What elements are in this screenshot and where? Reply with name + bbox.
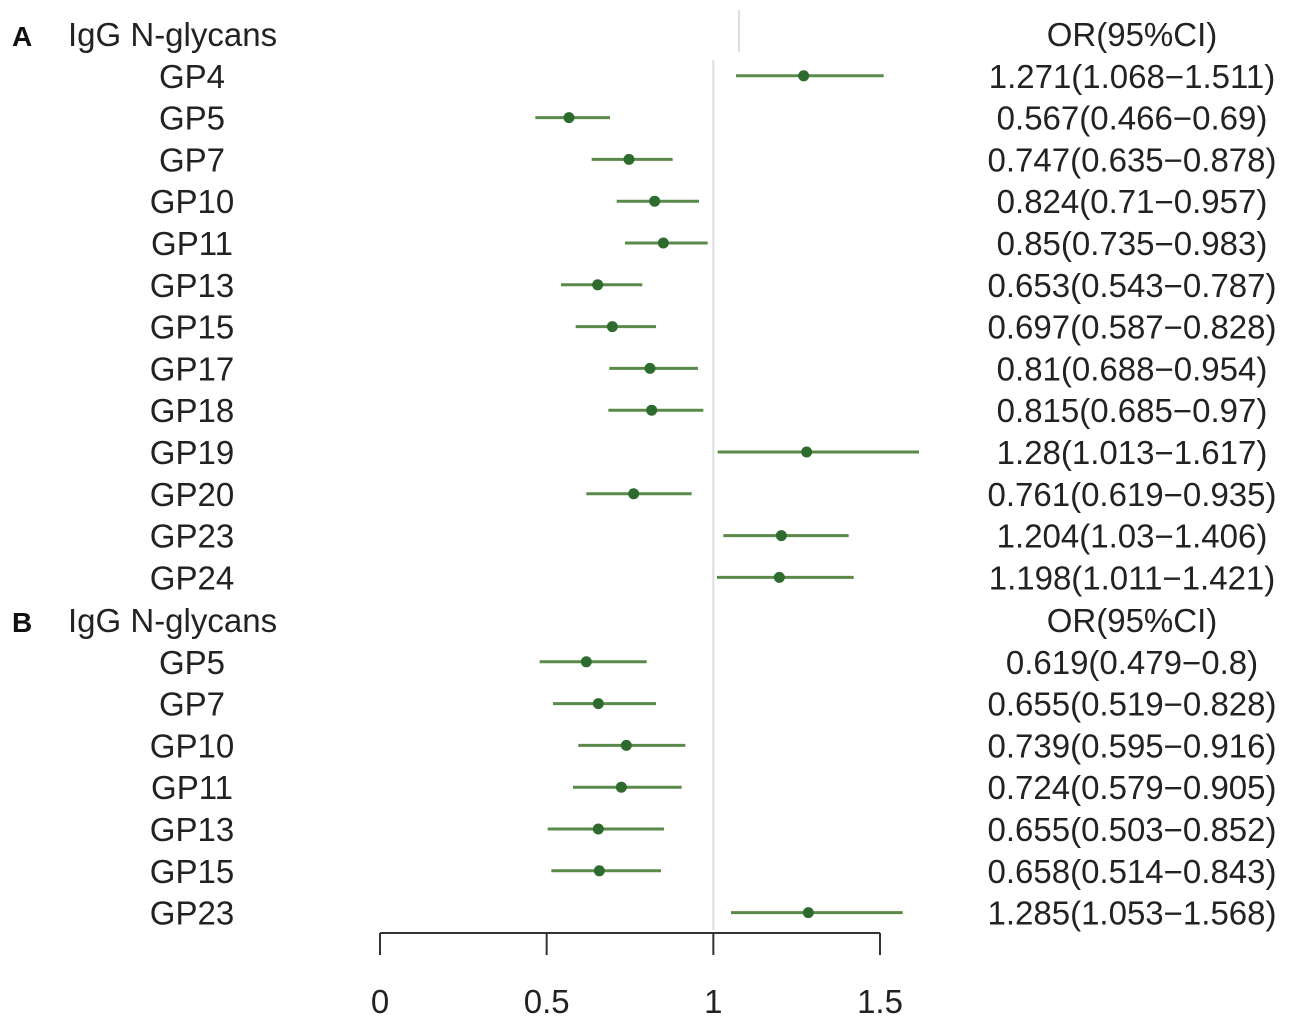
forest-row: GP20 0.761(0.619−0.935): [150, 476, 1277, 513]
or-value-text: 1.285(1.053−1.568): [988, 895, 1277, 932]
row-label: GP20: [150, 476, 234, 513]
row-label: GP7: [159, 686, 225, 723]
or-value-text: 0.619(0.479−0.8): [1006, 644, 1258, 681]
or-value-text: 0.697(0.587−0.828): [988, 309, 1277, 346]
row-label: GP13: [150, 811, 234, 848]
row-label: GP5: [159, 644, 225, 681]
forest-row: GP10 0.739(0.595−0.916): [150, 727, 1277, 764]
panel-letter-b: B: [12, 607, 32, 638]
forest-row: GP5 0.567(0.466−0.69): [159, 100, 1267, 137]
row-label: GP10: [150, 183, 234, 220]
or-value-text: 0.747(0.635−0.878): [988, 141, 1277, 178]
row-label: GP19: [150, 434, 234, 471]
forest-row: GP7 0.747(0.635−0.878): [159, 141, 1277, 178]
or-point: [646, 404, 658, 416]
x-axis: 0 0.5 1 1.5: [371, 932, 903, 1020]
row-label: GP7: [159, 141, 225, 178]
forest-row: GP18 0.815(0.685−0.97): [150, 392, 1268, 429]
forest-row: GP5 0.619(0.479−0.8): [159, 644, 1258, 681]
or-value-text: 0.85(0.735−0.983): [997, 225, 1268, 262]
or-value-text: 0.739(0.595−0.916): [988, 727, 1277, 764]
or-point: [615, 781, 627, 793]
or-point: [620, 739, 632, 751]
or-point: [801, 446, 813, 458]
or-point: [628, 488, 640, 500]
row-label: GP15: [150, 853, 234, 890]
row-label: GP5: [159, 100, 225, 137]
forest-row: GP23 1.285(1.053−1.568): [150, 895, 1277, 932]
row-label: GP11: [151, 769, 233, 806]
row-label: GP24: [150, 559, 234, 596]
or-point: [798, 70, 810, 82]
or-point: [644, 362, 656, 374]
or-value-text: 0.658(0.514−0.843): [988, 853, 1277, 890]
row-label: GP18: [150, 392, 234, 429]
or-column-header: OR(95%CI): [1047, 16, 1218, 53]
forest-row: GP23 1.204(1.03−1.406): [150, 518, 1268, 555]
row-label: GP23: [150, 895, 234, 932]
or-point: [563, 112, 575, 124]
or-point: [606, 321, 618, 333]
label-column-header: IgG N-glycans: [68, 602, 277, 639]
forest-row: GP10 0.824(0.71−0.957): [150, 183, 1268, 220]
or-value-text: 1.28(1.013−1.617): [997, 434, 1268, 471]
forest-row: GP17 0.81(0.688−0.954): [150, 350, 1268, 387]
forest-row: GP4 1.271(1.068−1.511): [159, 58, 1275, 95]
or-value-text: 1.271(1.068−1.511): [989, 58, 1276, 95]
forest-row: GP19 1.28(1.013−1.617): [150, 434, 1268, 471]
panel-letter-a: A: [12, 21, 32, 52]
forest-row: GP11 0.85(0.735−0.983): [151, 225, 1267, 262]
row-label: GP15: [150, 309, 234, 346]
or-point: [649, 195, 661, 207]
or-point: [592, 823, 604, 835]
or-point: [657, 237, 669, 249]
forest-row: GP24 1.198(1.011−1.421): [150, 559, 1275, 596]
or-value-text: 1.204(1.03−1.406): [997, 518, 1268, 555]
row-label: GP4: [159, 58, 225, 95]
x-tick-label: 0.5: [524, 983, 570, 1020]
or-column-header: OR(95%CI): [1047, 602, 1218, 639]
or-value-text: 0.815(0.685−0.97): [997, 392, 1268, 429]
or-point: [773, 571, 785, 583]
forest-row: GP15 0.697(0.587−0.828): [150, 309, 1277, 346]
forest-row: GP11 0.724(0.579−0.905): [151, 769, 1276, 806]
or-value-text: 0.653(0.543−0.787): [988, 267, 1277, 304]
row-label: GP13: [150, 267, 234, 304]
forest-row: GP13 0.653(0.543−0.787): [150, 267, 1277, 304]
or-point: [775, 530, 787, 542]
or-point: [592, 698, 604, 710]
forest-row: GP15 0.658(0.514−0.843): [150, 853, 1277, 890]
row-label: GP17: [150, 350, 234, 387]
row-label: GP10: [150, 727, 234, 764]
x-tick-label: 0: [371, 983, 389, 1020]
or-value-text: 0.655(0.503−0.852): [988, 811, 1277, 848]
x-tick-label: 1: [704, 983, 722, 1020]
or-point: [592, 279, 604, 291]
or-value-text: 0.81(0.688−0.954): [997, 350, 1268, 387]
or-value-text: 0.724(0.579−0.905): [988, 769, 1277, 806]
x-tick-label: 1.5: [857, 983, 903, 1020]
or-point: [580, 656, 592, 668]
or-point: [593, 865, 605, 877]
row-label: GP23: [150, 518, 234, 555]
forest-row: GP7 0.655(0.519−0.828): [159, 686, 1277, 723]
row-label: GP11: [151, 225, 233, 262]
or-value-text: 0.824(0.71−0.957): [997, 183, 1268, 220]
or-value-text: 0.567(0.466−0.69): [997, 100, 1268, 137]
forest-row: GP13 0.655(0.503−0.852): [150, 811, 1277, 848]
panel-b: B IgG N-glycans OR(95%CI) GP5 0.619(0.479−0.…: [12, 602, 1277, 932]
or-value-text: 0.761(0.619−0.935): [988, 476, 1277, 513]
or-value-text: 1.198(1.011−1.421): [989, 559, 1276, 596]
or-value-text: 0.655(0.519−0.828): [988, 686, 1277, 723]
or-point: [623, 153, 635, 165]
panel-a: A IgG N-glycans OR(95%CI) GP4 1.271(1.068−1.…: [12, 16, 1277, 596]
or-point: [802, 907, 814, 919]
label-column-header: IgG N-glycans: [68, 16, 277, 53]
